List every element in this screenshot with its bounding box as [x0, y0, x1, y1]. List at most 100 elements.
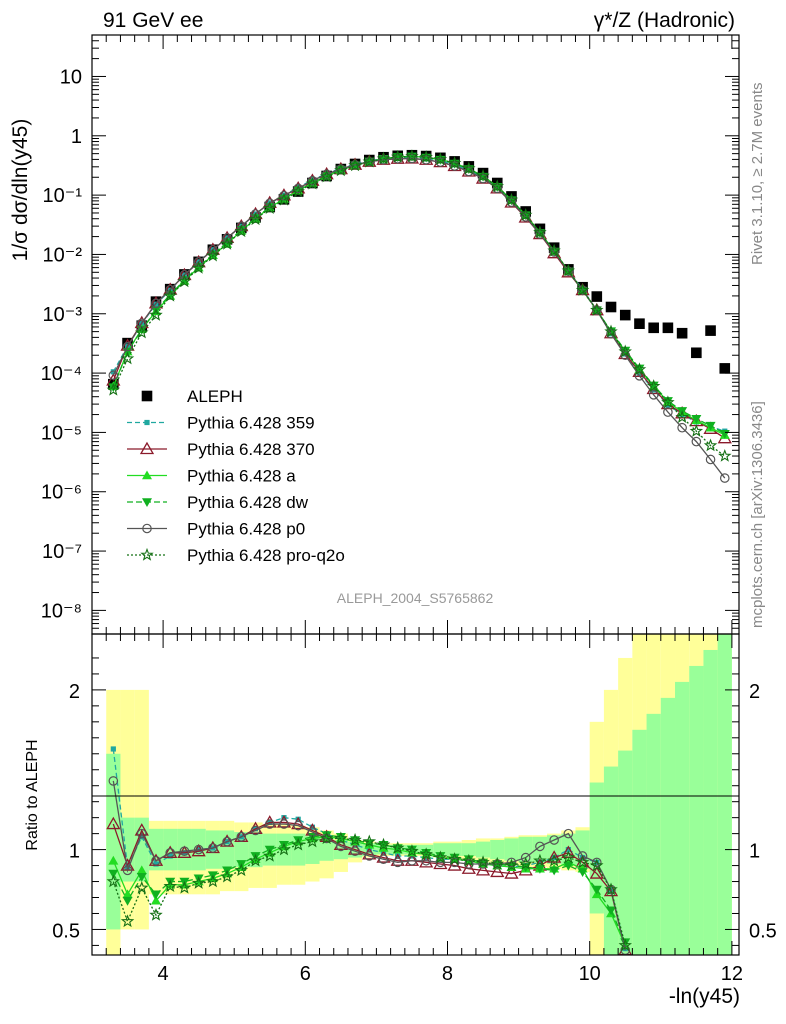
- ratio-stat-uncertainty-band: [291, 833, 306, 866]
- data-point-pp0: [606, 328, 616, 339]
- data-point-pp0: [506, 197, 517, 207]
- ratio-point-pdw: [591, 885, 602, 895]
- data-point-pp0: [663, 407, 673, 417]
- ratio-point-pp0: [364, 851, 375, 861]
- ratio-point-p370: [589, 866, 604, 879]
- data-point-pq2o: [277, 192, 291, 206]
- data-point-pq2o: [518, 208, 533, 221]
- data-point-pp0: [563, 266, 574, 277]
- legend-entry-p370: Pythia 6.428 370: [127, 440, 315, 459]
- mcplots-text: mcplots.cern.ch [arXiv:1306.3436]: [749, 401, 766, 628]
- data-point-pq2o: [561, 263, 576, 277]
- ratio-stat-uncertainty-band: [134, 817, 149, 882]
- ratio-point-pq2o: [163, 879, 177, 893]
- legend-marker-pa: [142, 470, 152, 480]
- legend-label-aleph: ALEPH: [187, 387, 243, 406]
- ratio-point-pq2o: [149, 907, 163, 921]
- ratio-line-pp0: [112, 780, 626, 951]
- ratio-point-pp0: [108, 776, 119, 786]
- analysis-watermark: ALEPH_2004_S5765862: [337, 590, 494, 606]
- data-point-pq2o: [220, 236, 234, 250]
- data-point-pq2o: [618, 344, 632, 358]
- rivet-version-text: Rivet 3.1.10, ≥ 2.7M events: [749, 83, 766, 266]
- main-y-tick-label: 10⁻⁴: [41, 363, 82, 385]
- data-point-pq2o: [177, 274, 192, 288]
- ratio-stat-uncertainty-band: [461, 843, 476, 856]
- data-point-pp0: [222, 233, 232, 243]
- ratio-point-pq2o: [334, 831, 348, 845]
- data-point-pq2o: [462, 161, 476, 175]
- ratio-point-pdw: [549, 866, 560, 876]
- main-y-tick-label: 10⁻²: [43, 244, 83, 266]
- legend-entry-pq2o: Pythia 6.428 pro-q2o: [127, 546, 345, 565]
- ratio-stat-uncertainty-band: [646, 713, 661, 955]
- ratio-y-tick-label: 0.5: [52, 920, 80, 942]
- ratio-point-pq2o: [263, 848, 277, 862]
- ratio-point-pp0: [151, 855, 161, 866]
- main-y-tick-label: 10⁻⁵: [41, 422, 82, 444]
- ratio-point-pdw: [534, 864, 545, 874]
- ratio-point-pa: [108, 855, 119, 865]
- data-point-aleph: [634, 318, 645, 330]
- ratio-point-pp0: [378, 854, 389, 864]
- ratio-point-pdw: [563, 861, 574, 871]
- data-point-pp0: [122, 341, 133, 352]
- ratio-point-pq2o: [618, 938, 632, 952]
- data-point-pq2o: [490, 179, 504, 193]
- data-point-pq2o: [163, 288, 177, 302]
- ratio-point-pdw: [435, 852, 446, 861]
- ratio-point-pp0: [136, 828, 147, 839]
- legend-entry-pp0: Pythia 6.428 p0: [127, 520, 305, 539]
- axes-frame: [91, 34, 740, 956]
- data-point-pq2o: [291, 184, 305, 198]
- ratio-point-pp0: [222, 836, 232, 847]
- ratio-point-pq2o: [504, 858, 519, 872]
- data-point-pq2o: [334, 163, 348, 177]
- main-y-tick-label: 10⁻⁸: [41, 600, 82, 622]
- legend-entry-pdw: Pythia 6.428 dw: [127, 493, 309, 512]
- data-point-aleph: [122, 337, 133, 349]
- ratio-point-pq2o: [291, 837, 305, 851]
- legend-marker-p359: [144, 419, 150, 426]
- ratio-stat-uncertainty-band: [689, 665, 704, 955]
- ratio-point-p359: [110, 746, 116, 752]
- main-panel-series: [106, 149, 732, 483]
- ratio-point-pdw: [606, 906, 617, 916]
- ratio-point-pq2o: [390, 840, 405, 854]
- data-point-pp0: [279, 190, 289, 201]
- ratio-point-pp0: [179, 846, 190, 856]
- ratio-point-pq2o: [319, 831, 334, 845]
- ratio-point-pp0: [478, 859, 488, 869]
- data-point-pp0: [193, 257, 204, 267]
- ratio-stat-uncertainty-band: [490, 840, 505, 860]
- ratio-point-pq2o: [547, 853, 561, 867]
- legend-entry-p359: Pythia 6.428 359: [127, 414, 315, 433]
- ratio-point-pp0: [506, 857, 517, 868]
- ratio-point-pp0: [449, 857, 460, 868]
- data-point-pp0: [705, 454, 716, 465]
- data-point-pdw: [691, 414, 702, 424]
- ratio-point-pq2o: [135, 880, 149, 894]
- data-point-aleph: [705, 325, 716, 336]
- ratio-point-pq2o: [575, 855, 590, 869]
- ratio-point-pp0: [435, 857, 446, 868]
- ratio-point-pdw: [321, 831, 332, 841]
- data-point-aleph: [619, 309, 631, 321]
- main-y-tick-label: 10⁻³: [43, 304, 83, 326]
- data-point-aleph: [676, 327, 688, 339]
- legend-marker-p370: [139, 441, 155, 455]
- ratio-point-p370: [461, 861, 476, 874]
- data-point-pq2o: [703, 438, 718, 452]
- data-point-pq2o: [149, 308, 163, 321]
- ratio-point-pp0: [264, 819, 275, 829]
- data-point-pp0: [691, 436, 702, 447]
- data-point-pq2o: [447, 156, 462, 169]
- legend-entry-aleph: ALEPH: [141, 387, 243, 406]
- ratio-point-pp0: [350, 846, 360, 856]
- main-y-tick-label: 10: [60, 66, 82, 88]
- data-point-pp0: [407, 153, 417, 164]
- ratio-stat-uncertainty-band: [703, 649, 718, 955]
- ratio-series-pp0: [108, 776, 631, 955]
- ratio-point-pp0: [293, 820, 303, 831]
